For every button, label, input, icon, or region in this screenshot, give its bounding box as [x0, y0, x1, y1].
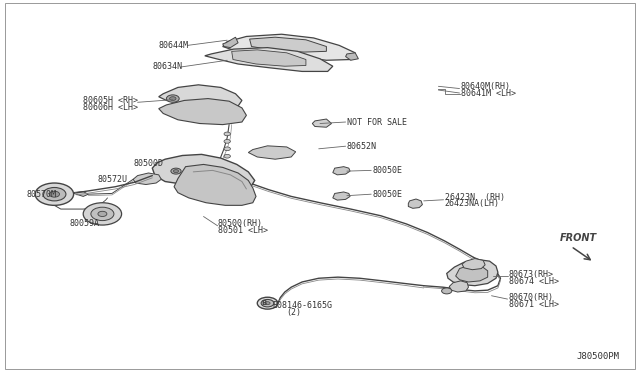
Circle shape — [166, 95, 179, 102]
Circle shape — [265, 302, 270, 305]
Text: 80500D: 80500D — [133, 159, 163, 168]
Text: 80605H <RH>: 80605H <RH> — [83, 96, 138, 105]
Polygon shape — [449, 281, 468, 292]
Polygon shape — [174, 164, 256, 205]
Circle shape — [257, 297, 278, 309]
Text: 80644M: 80644M — [159, 41, 189, 50]
Polygon shape — [232, 50, 306, 66]
Polygon shape — [159, 99, 246, 125]
Polygon shape — [447, 260, 498, 286]
Text: 80050E: 80050E — [372, 166, 403, 175]
Circle shape — [171, 168, 181, 174]
Polygon shape — [456, 265, 488, 282]
Polygon shape — [223, 34, 355, 60]
Circle shape — [224, 154, 230, 158]
Polygon shape — [333, 192, 350, 200]
Text: 80606H <LH>: 80606H <LH> — [83, 103, 138, 112]
Text: 80671 <LH>: 80671 <LH> — [509, 300, 559, 309]
Text: 80500(RH): 80500(RH) — [218, 219, 262, 228]
Text: 80670(RH): 80670(RH) — [509, 293, 554, 302]
Text: 80634N: 80634N — [152, 62, 182, 71]
Text: 80652N: 80652N — [347, 142, 377, 151]
Text: 80674 <LH>: 80674 <LH> — [509, 277, 559, 286]
Circle shape — [224, 132, 230, 136]
Text: 26423NA(LH): 26423NA(LH) — [445, 199, 500, 208]
Circle shape — [173, 170, 179, 173]
Polygon shape — [312, 119, 332, 127]
Circle shape — [35, 183, 74, 205]
Text: 80641M <LH>: 80641M <LH> — [461, 89, 516, 97]
Text: 80640M(RH): 80640M(RH) — [461, 82, 511, 91]
Text: 80501 <LH>: 80501 <LH> — [218, 226, 268, 235]
Text: FRONT: FRONT — [560, 232, 597, 243]
Circle shape — [442, 288, 452, 294]
Text: (2): (2) — [286, 308, 301, 317]
Polygon shape — [72, 192, 88, 196]
Circle shape — [91, 207, 114, 221]
Circle shape — [43, 187, 66, 201]
Text: 80050E: 80050E — [372, 190, 403, 199]
Polygon shape — [333, 167, 350, 175]
Text: B08146-6165G: B08146-6165G — [272, 301, 332, 310]
Circle shape — [224, 140, 230, 143]
Text: 26423N  (RH): 26423N (RH) — [445, 193, 505, 202]
Text: 80059A: 80059A — [69, 219, 99, 228]
Circle shape — [49, 191, 60, 197]
Text: 80570M: 80570M — [27, 190, 57, 199]
Polygon shape — [250, 37, 326, 52]
Polygon shape — [205, 48, 333, 71]
Circle shape — [98, 211, 107, 217]
Polygon shape — [159, 85, 242, 108]
Polygon shape — [152, 154, 255, 190]
Polygon shape — [223, 37, 238, 48]
Polygon shape — [133, 173, 161, 185]
Polygon shape — [248, 146, 296, 159]
Circle shape — [83, 203, 122, 225]
Text: B: B — [261, 300, 266, 306]
Circle shape — [224, 147, 230, 151]
Polygon shape — [462, 259, 485, 270]
Circle shape — [261, 299, 274, 307]
Text: J80500PM: J80500PM — [577, 352, 620, 361]
Text: 80572U: 80572U — [98, 175, 128, 184]
Text: 80673(RH>: 80673(RH> — [509, 270, 554, 279]
Polygon shape — [408, 199, 422, 208]
Text: NOT FOR SALE: NOT FOR SALE — [347, 118, 407, 126]
Circle shape — [170, 97, 176, 100]
Polygon shape — [346, 53, 358, 60]
